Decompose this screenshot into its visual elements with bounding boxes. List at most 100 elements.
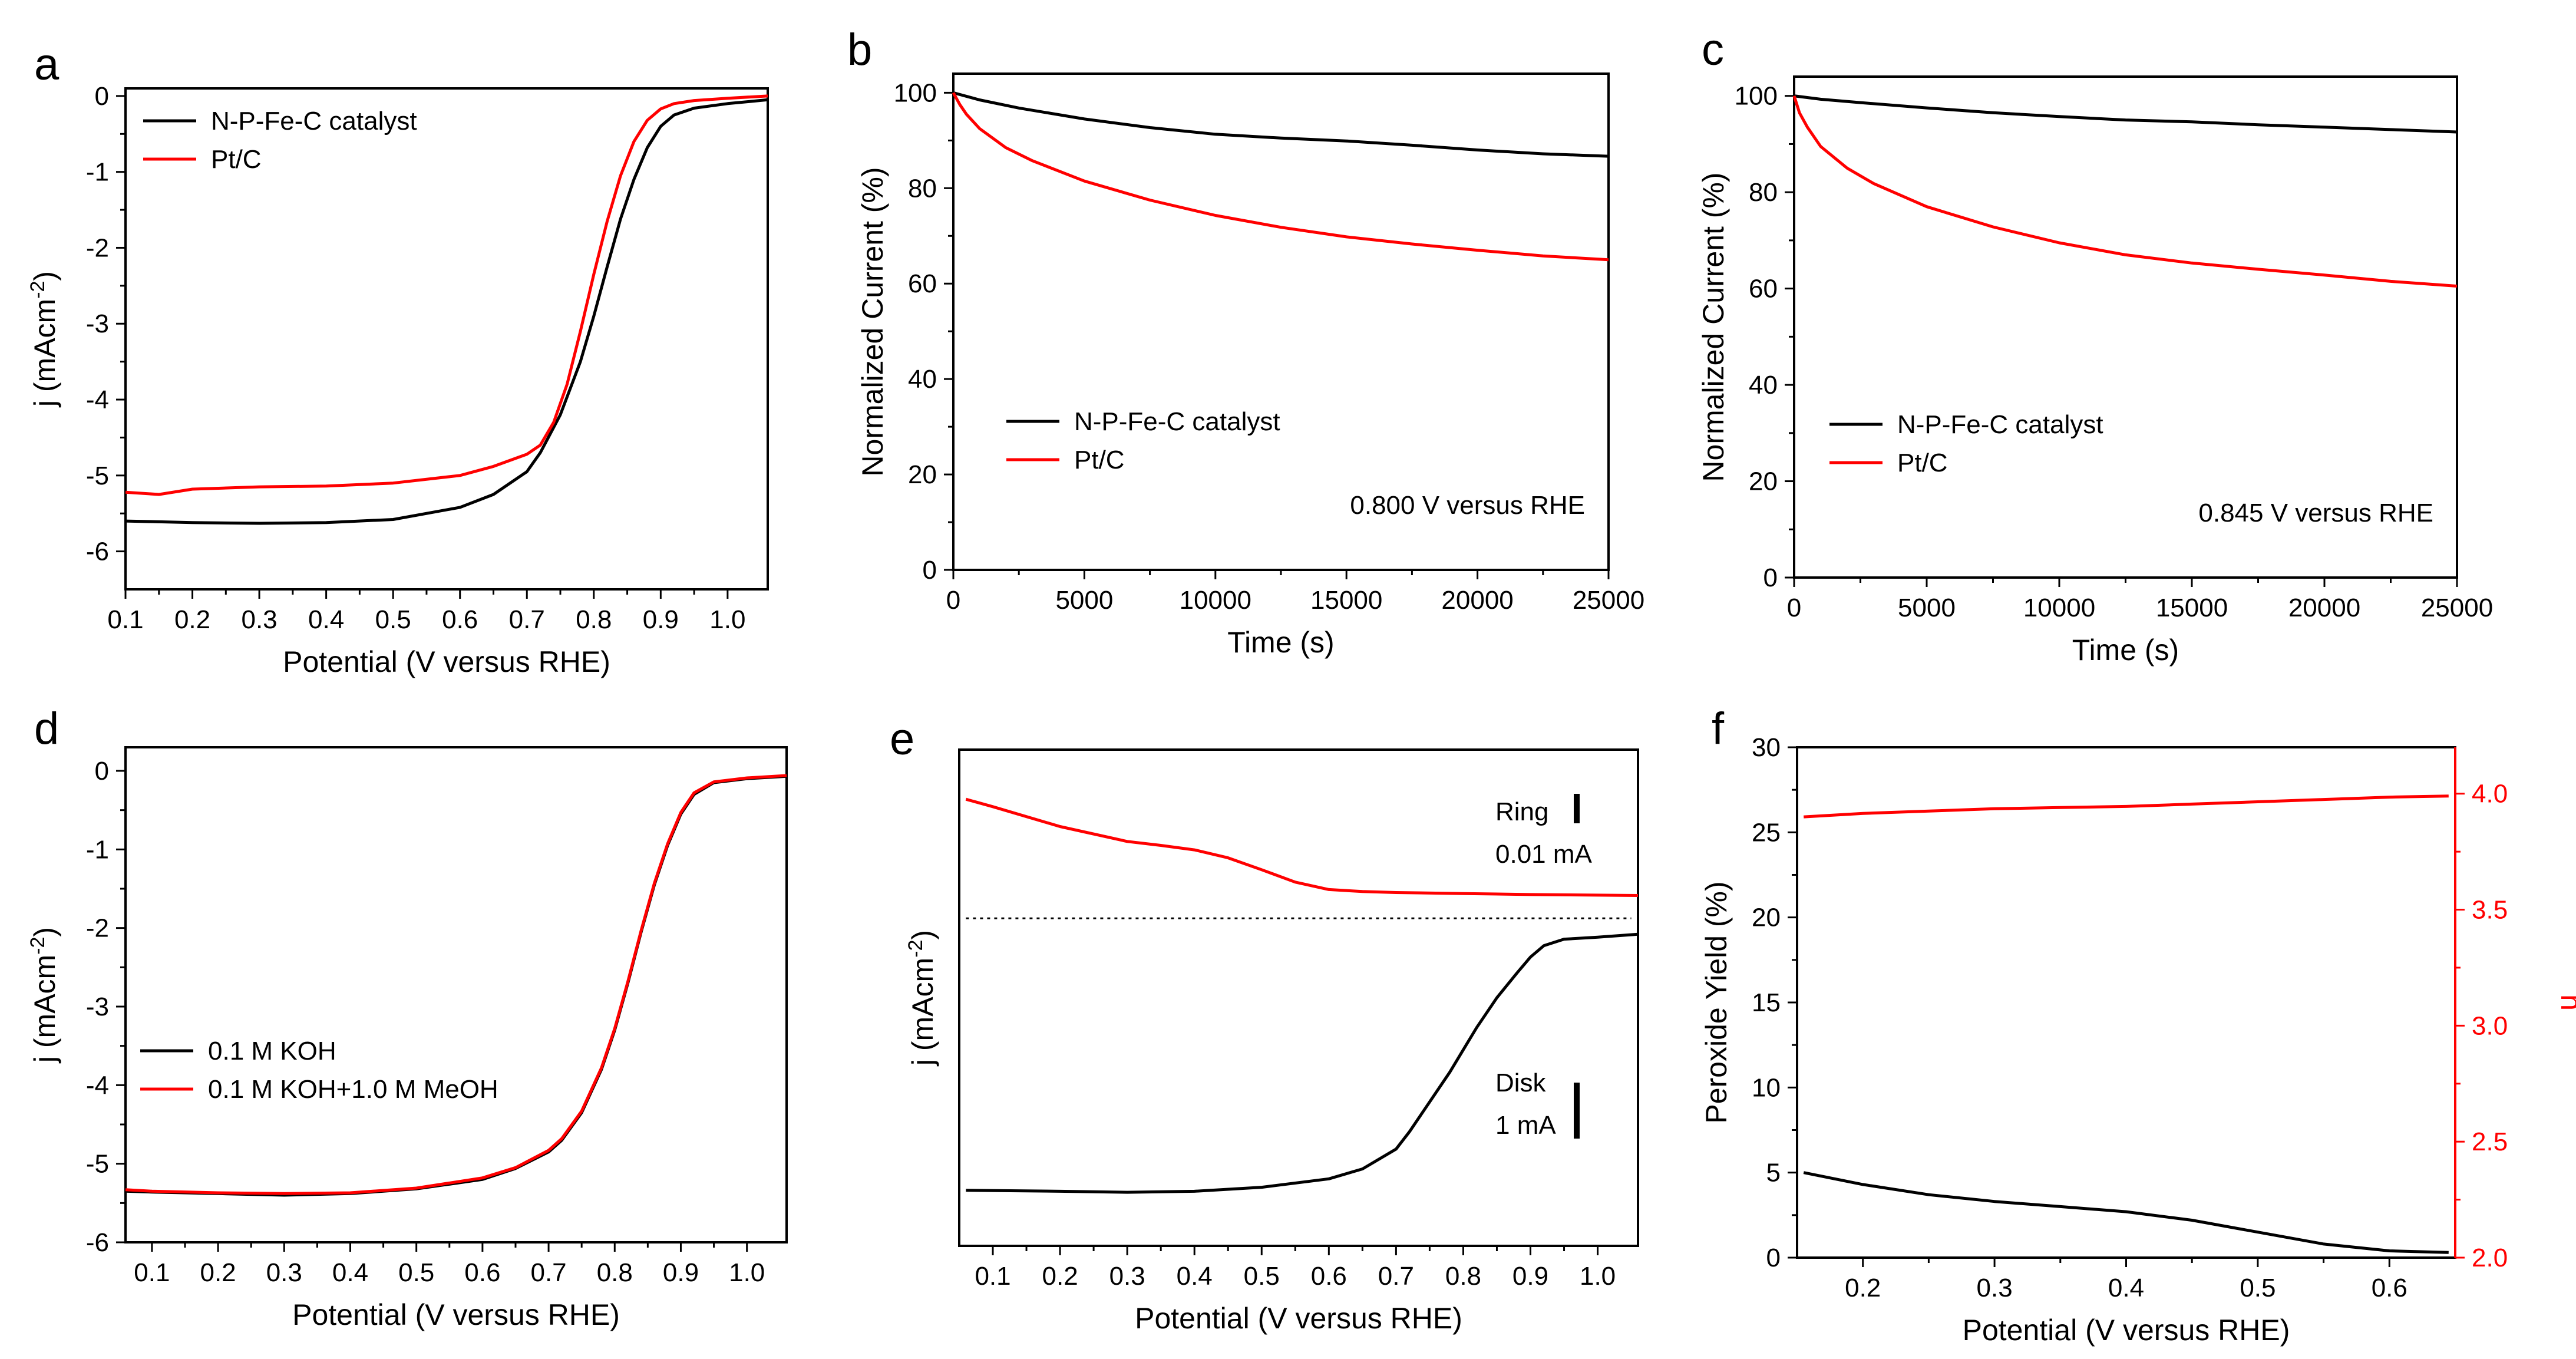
x-tick-label: 0.1 [107, 605, 143, 634]
y-tick-label: 0 [95, 82, 109, 111]
x-tick-label: 15000 [1310, 586, 1382, 615]
y-axis-label: j (mAcm-2) [27, 271, 61, 408]
y-tick-label: 40 [908, 365, 937, 394]
panel-c: 0 5000 10000 15000 20000 25000 0 20 40 60 80 100 Tim… [1697, 75, 2493, 667]
y-axis-label: j (mAcm-2) [27, 927, 61, 1064]
x-tick-label: 0.5 [1244, 1262, 1280, 1291]
series-line-black [953, 91, 1609, 158]
x-tick-label: 20000 [1441, 586, 1513, 615]
y-axis-label-main: j (mAcm [28, 955, 61, 1064]
x-tick-label: 25000 [1573, 586, 1644, 615]
y-tick-label: 5 [1766, 1159, 1781, 1188]
x-tick-label: 0.4 [332, 1258, 368, 1287]
y-tick-label: 30 [1752, 733, 1781, 762]
y-tick-label: 40 [1749, 371, 1778, 400]
x-axis-label: Time (s) [2072, 634, 2179, 667]
x-tick-label: 0.9 [663, 1258, 699, 1287]
scale-bar-label: Ring [1495, 797, 1549, 826]
panel-e: 0.1 0.2 0.3 0.4 0.5 0.6 0.7 0.8 0.9 1.0 Potential … [904, 748, 1639, 1335]
plot-frame-e [958, 748, 1639, 1247]
y-axis-label: j (mAcm-2) [904, 930, 939, 1067]
y-tick-label: 0 [923, 556, 937, 585]
y-axis-label: Normalized Current (%) [1697, 172, 1730, 481]
y-axis-label: Peroxide Yield (%) [1700, 881, 1733, 1123]
x-tick-label: 10000 [1180, 586, 1251, 615]
x-tick-label: 0.4 [308, 605, 344, 634]
panel-d: 0.1 0.2 0.3 0.4 0.5 0.6 0.7 0.8 0.9 1.0 0 -1 -2 -3 -4 -… [27, 746, 788, 1331]
y-tick-label: 0 [1766, 1243, 1781, 1272]
x-tick-label: 25000 [2421, 593, 2493, 622]
x-tick-label: 1.0 [709, 605, 745, 634]
x-tick-label: 0.6 [2372, 1274, 2407, 1302]
y-axis-label-exponent: -2 [904, 940, 927, 958]
x-tick-label: 0.8 [576, 605, 612, 634]
x-tick-label: 0.7 [509, 605, 545, 634]
x-tick-label: 0.5 [398, 1258, 434, 1287]
y-tick-label: -3 [86, 309, 109, 338]
x-tick-label: 0.6 [1311, 1262, 1347, 1291]
x-tick-label: 0.2 [200, 1258, 236, 1287]
panel-letter-c: c [1702, 25, 1724, 75]
legend-entry: 0.1 M KOH+1.0 M MeOH [208, 1075, 498, 1104]
y-tick-label: 20 [908, 460, 937, 489]
panel-f: 0.2 0.3 0.4 0.5 0.6 0 5 10 15 20 25 30 2.0 2.5 3.0 3.5 4… [1700, 733, 2576, 1347]
panel-letter-d: d [34, 704, 59, 754]
y-tick-label: 100 [1735, 82, 1778, 111]
scale-bar-value: 1 mA [1495, 1111, 1556, 1140]
plot-frame-d [124, 746, 788, 1243]
series-line-black [1794, 94, 2458, 134]
x-tick-label: 0.5 [375, 605, 411, 634]
x-tick-label: 0.8 [597, 1258, 633, 1287]
series-line-red [966, 932, 1639, 1194]
series-line-red [125, 94, 768, 496]
legend-entry: Pt/C [1074, 446, 1125, 474]
right-y-tick-label: 3.5 [2472, 896, 2508, 925]
y-tick-label: -5 [86, 461, 109, 490]
x-tick-label: 15000 [2156, 593, 2228, 622]
legend-entry: N-P-Fe-C catalyst [1897, 410, 2103, 439]
y-tick-label: -4 [86, 385, 109, 414]
x-axis-label: Time (s) [1227, 626, 1334, 659]
panel-letter-a: a [34, 39, 60, 90]
y-axis-label-main: j (mAcm [906, 958, 939, 1067]
x-tick-label: 0.3 [1977, 1274, 2013, 1302]
legend-entry: N-P-Fe-C catalyst [1074, 407, 1280, 436]
y-tick-label: 60 [908, 269, 937, 298]
x-tick-label: 0.3 [266, 1258, 302, 1287]
y-axis-label-exponent: -2 [27, 937, 49, 955]
panel-letter-f: f [1712, 704, 1725, 754]
right-y-tick-label: 2.5 [2472, 1127, 2508, 1156]
x-tick-label: 0.9 [643, 605, 679, 634]
series-line-red [952, 92, 1609, 262]
y-tick-label: 10 [1752, 1073, 1781, 1102]
x-tick-label: 5000 [1055, 586, 1113, 615]
x-tick-label: 0.7 [1378, 1262, 1414, 1291]
x-tick-label: 0.4 [1177, 1262, 1213, 1291]
y-tick-label: 15 [1752, 988, 1781, 1017]
x-tick-label: 20000 [2288, 593, 2360, 622]
y-tick-label: -2 [86, 233, 109, 262]
x-tick-label: 5000 [1898, 593, 1956, 622]
y-tick-label: -3 [86, 992, 109, 1021]
right-y-tick-label: 2.0 [2472, 1243, 2508, 1272]
y-tick-label: -4 [86, 1071, 109, 1100]
y-tick-label: 0 [95, 757, 109, 786]
y-tick-label: -5 [86, 1150, 109, 1179]
y-tick-label: 80 [1749, 178, 1778, 207]
plot-frame-a [124, 87, 769, 591]
scale-bar-value: 0.01 mA [1495, 840, 1593, 869]
panel-letter-e: e [890, 714, 914, 764]
panel-b: 0 5000 10000 15000 20000 25000 0 20 40 60 80 100 Tim… [856, 72, 1644, 659]
x-tick-label: 0.6 [442, 605, 478, 634]
x-tick-label: 0.5 [2240, 1274, 2276, 1302]
y-axis-label-exponent: -2 [27, 281, 49, 299]
x-tick-label: 0.2 [1042, 1262, 1078, 1291]
y-tick-label: 100 [894, 78, 937, 107]
y-tick-label: -2 [86, 914, 109, 943]
series-line-black [965, 797, 1639, 897]
x-tick-label: 0.4 [2108, 1274, 2144, 1302]
x-tick-label: 1.0 [1580, 1262, 1616, 1291]
x-axis-label: Potential (V versus RHE) [1963, 1314, 2290, 1347]
x-tick-label: 0 [946, 586, 960, 615]
